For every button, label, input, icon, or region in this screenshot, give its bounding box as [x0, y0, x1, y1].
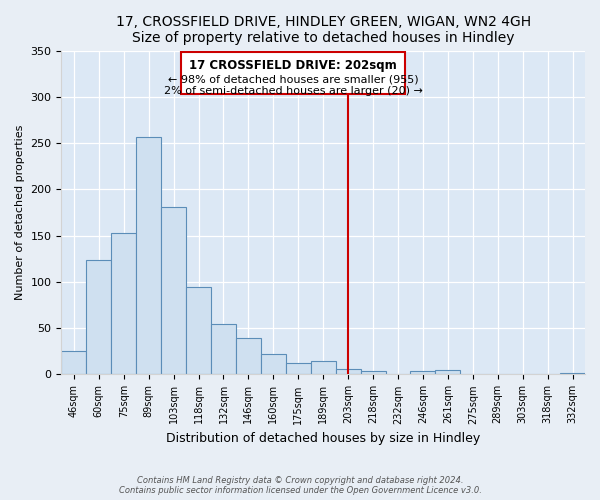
FancyBboxPatch shape: [181, 52, 406, 94]
X-axis label: Distribution of detached houses by size in Hindley: Distribution of detached houses by size …: [166, 432, 481, 445]
Bar: [161, 207, 186, 374]
Text: ← 98% of detached houses are smaller (955): ← 98% of detached houses are smaller (95…: [168, 74, 419, 84]
Bar: [211, 324, 236, 374]
Bar: [136, 136, 161, 374]
Bar: [111, 233, 136, 374]
Bar: [61, 352, 86, 374]
Bar: [361, 370, 386, 374]
Bar: [335, 369, 361, 374]
Text: Contains HM Land Registry data © Crown copyright and database right 2024.
Contai: Contains HM Land Registry data © Crown c…: [119, 476, 481, 495]
Title: 17, CROSSFIELD DRIVE, HINDLEY GREEN, WIGAN, WN2 4GH
Size of property relative to: 17, CROSSFIELD DRIVE, HINDLEY GREEN, WIG…: [116, 15, 531, 45]
Text: 2% of semi-detached houses are larger (20) →: 2% of semi-detached houses are larger (2…: [164, 86, 423, 97]
Bar: [436, 370, 460, 374]
Bar: [410, 370, 436, 374]
Bar: [311, 360, 335, 374]
Y-axis label: Number of detached properties: Number of detached properties: [15, 125, 25, 300]
Bar: [86, 260, 111, 374]
Bar: [186, 286, 211, 374]
Bar: [236, 338, 261, 374]
Bar: [261, 354, 286, 374]
Bar: [560, 372, 585, 374]
Text: 17 CROSSFIELD DRIVE: 202sqm: 17 CROSSFIELD DRIVE: 202sqm: [190, 59, 397, 72]
Bar: [286, 364, 311, 374]
